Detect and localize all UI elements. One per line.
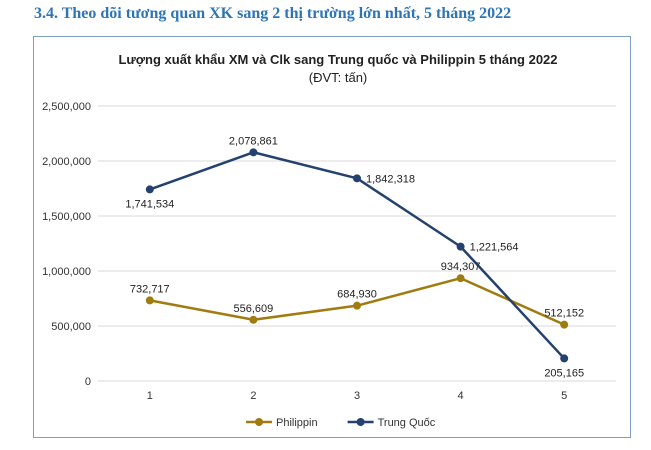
data-point [145, 296, 154, 305]
chart-title: Lượng xuất khẩu XM và Clk sang Trung quố… [118, 52, 557, 67]
chart-subtitle: (ĐVT: tấn) [309, 70, 368, 85]
data-label: 2,078,861 [229, 135, 278, 147]
x-tick-label: 1 [147, 390, 153, 402]
y-tick-label: 1,500,000 [42, 211, 91, 223]
y-tick-label: 2,000,000 [42, 156, 91, 168]
x-tick-label: 3 [354, 390, 360, 402]
data-label: 556,609 [234, 303, 274, 315]
legend: Philippin Trung Quốc [246, 417, 436, 429]
series-line [149, 276, 565, 326]
chart-frame [33, 36, 631, 438]
data-label: 934,307 [441, 261, 481, 273]
data-point [353, 174, 361, 183]
data-label: 1,842,318 [366, 173, 415, 185]
data-point [145, 185, 154, 194]
data-label: 1,741,534 [125, 198, 174, 210]
y-axis-tick-labels: 0 500,000 1,000,000 1,500,000 2,000,000 2,500… [42, 101, 91, 388]
data-point [456, 242, 465, 251]
legend-marker [255, 418, 263, 426]
data-point [560, 320, 569, 329]
y-tick-label: 1,000,000 [42, 266, 91, 278]
data-label: 205,165 [544, 367, 584, 379]
data-labels: 732,717 556,609 684,930 934,307 512,152 1,741… [125, 135, 584, 379]
data-point [249, 148, 258, 157]
data-point [456, 274, 465, 283]
y-tick-label: 0 [85, 376, 91, 388]
y-tick-label: 2,500,000 [42, 101, 91, 113]
data-point [560, 354, 569, 363]
data-point [353, 301, 361, 310]
series-layer [145, 148, 569, 363]
data-label: 512,152 [544, 308, 584, 320]
x-tick-label: 2 [250, 390, 256, 402]
data-label: 1,221,564 [470, 242, 519, 254]
data-point [249, 315, 258, 324]
data-label: 684,930 [337, 289, 377, 301]
data-label: 732,717 [130, 283, 170, 295]
y-tick-label: 500,000 [51, 321, 91, 333]
section-heading: 3.4. Theo dõi tương quan XK sang 2 thị t… [34, 5, 512, 22]
legend-entry: Philippin [276, 417, 318, 429]
x-axis-tick-labels: 1 2 3 4 5 [147, 390, 568, 402]
x-tick-label: 5 [561, 390, 567, 402]
series-line [149, 151, 566, 360]
gridlines [98, 105, 616, 382]
x-tick-label: 4 [458, 390, 464, 402]
legend-entry: Trung Quốc [378, 417, 436, 429]
legend-marker [356, 418, 365, 426]
